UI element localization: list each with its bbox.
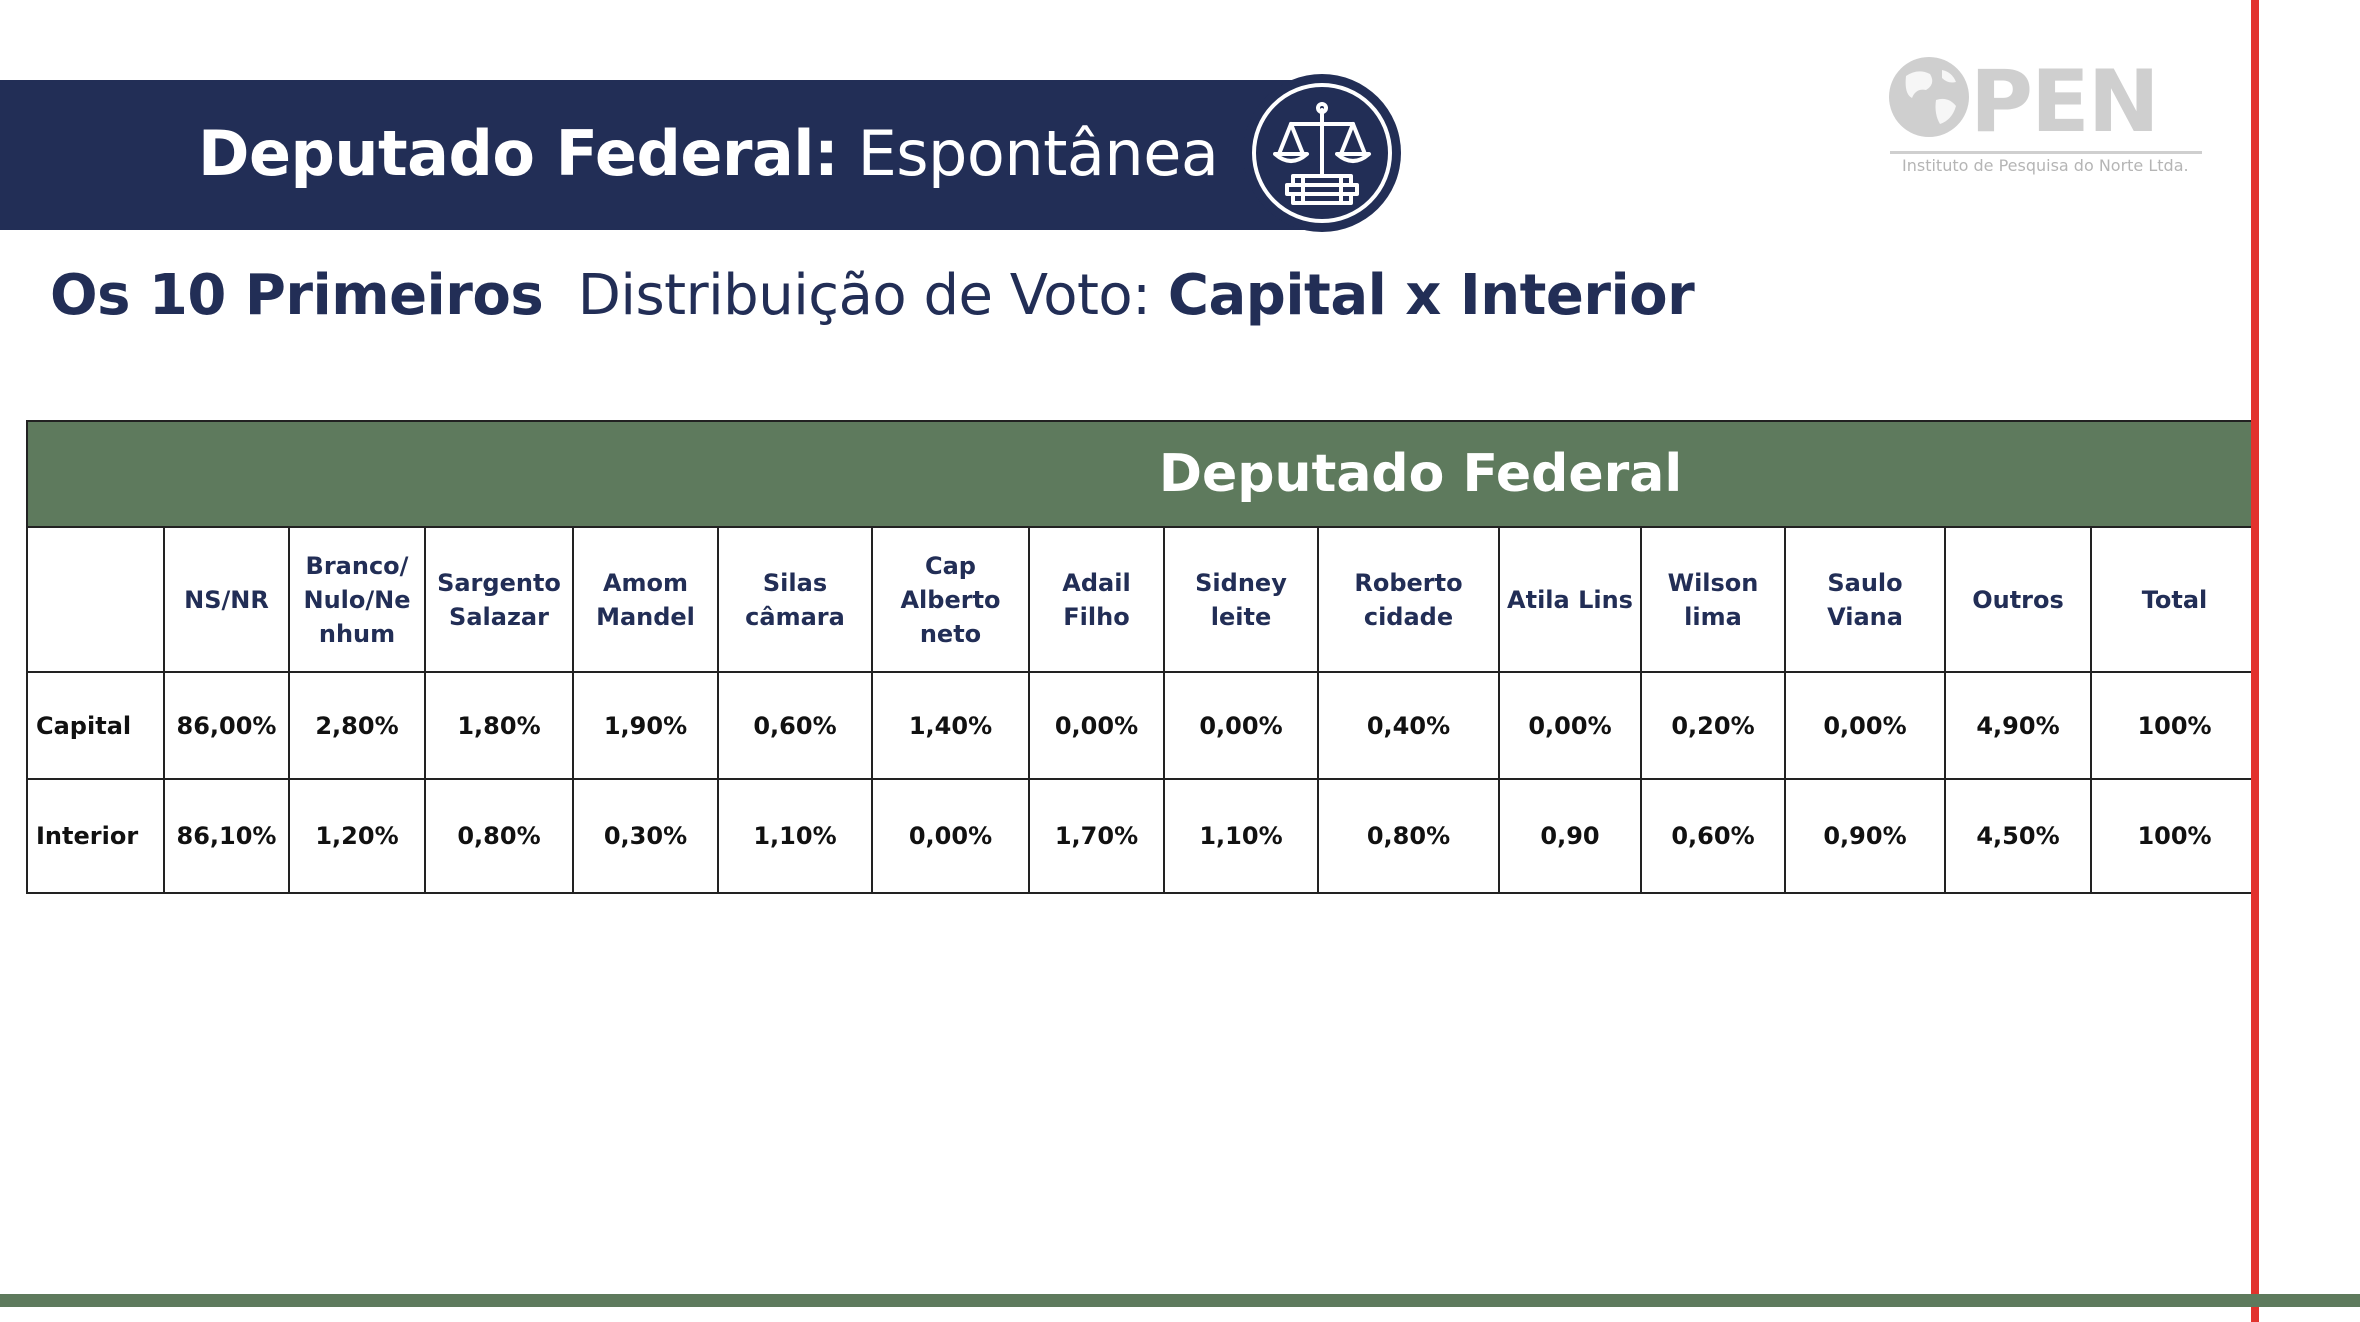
column-header: Saulo Viana: [1784, 526, 1946, 673]
column-header: Roberto cidade: [1317, 526, 1500, 673]
table-cell: 0,00%: [1163, 671, 1319, 780]
table-row-capital: Capital 86,00% 2,80% 1,80% 1,90% 0,60% 1…: [26, 671, 2260, 780]
scales-of-justice-icon: [1273, 102, 1371, 205]
table-cell: 0,90%: [1784, 778, 1946, 894]
page-title-light: Espontânea: [838, 117, 1219, 190]
logo-wordmark: PEN: [1970, 52, 2160, 152]
column-header: Atila Lins: [1498, 526, 1642, 673]
table-cell: 1,20%: [288, 778, 426, 894]
table-cell: 1,90%: [572, 671, 719, 780]
table-banner: Deputado Federal: [25, 420, 2260, 528]
column-header: Sidney leite: [1163, 526, 1319, 673]
table-cell: 1,10%: [1163, 778, 1319, 894]
column-header: Amom Mandel: [572, 526, 719, 673]
table-cell: 1,40%: [871, 671, 1030, 780]
subtitle-middle: Distribuição de Voto:: [577, 263, 1151, 328]
table-cell: 0,60%: [717, 671, 873, 780]
table-cell: 86,10%: [163, 778, 290, 894]
table-header-row: NS/NR Branco/ Nulo/Ne nhum Sargento Sala…: [26, 526, 2260, 673]
column-header: Sargento Salazar: [424, 526, 574, 673]
globe-icon: [1889, 57, 1969, 137]
title-band: [0, 80, 1325, 230]
column-header: Silas câmara: [717, 526, 873, 673]
table-cell: 2,80%: [288, 671, 426, 780]
table-cell: 4,50%: [1944, 778, 2092, 894]
table-cell: 1,10%: [717, 778, 873, 894]
row-label: Interior: [26, 778, 165, 894]
column-header: Cap Alberto neto: [871, 526, 1030, 673]
table-cell: 0,80%: [1317, 778, 1500, 894]
right-accent-line: [2251, 0, 2259, 1322]
table-cell: 0,80%: [424, 778, 574, 894]
table-cell: 0,40%: [1317, 671, 1500, 780]
subtitle-lead: Os 10 Primeiros: [50, 263, 544, 328]
table-cell: 4,90%: [1944, 671, 2092, 780]
table-cell: 0,00%: [1498, 671, 1642, 780]
results-table: Deputado Federal NS/NR Branco/ Nulo/Ne n…: [25, 420, 2260, 894]
page-title: Deputado Federal: Espontânea: [198, 104, 1219, 204]
logo-tagline: Instituto de Pesquisa do Norte Ltda.: [1902, 156, 2189, 175]
table-cell: 0,00%: [1028, 671, 1165, 780]
table-cell: 1,70%: [1028, 778, 1165, 894]
column-header-blank: [26, 526, 165, 673]
table-cell: 0,00%: [1784, 671, 1946, 780]
scales-of-justice-emblem: [1243, 74, 1401, 232]
column-header: NS/NR: [163, 526, 290, 673]
table-cell: 0,30%: [572, 778, 719, 894]
subtitle-tail: Capital x Interior: [1167, 263, 1695, 328]
column-header: Adail Filho: [1028, 526, 1165, 673]
logo-rule: [1890, 151, 2202, 154]
column-header: Total: [2089, 526, 2260, 673]
column-header: Branco/ Nulo/Ne nhum: [288, 526, 426, 673]
table-cell: 86,00%: [163, 671, 290, 780]
total-cell: 100%: [2089, 671, 2260, 780]
column-header: Wilson lima: [1640, 526, 1786, 673]
table-cell: 1,80%: [424, 671, 574, 780]
ipen-logo: PEN Instituto de Pesquisa do Norte Ltda.: [1886, 52, 2206, 184]
bottom-accent-line: [0, 1294, 2360, 1307]
table-banner-row: Deputado Federal: [25, 420, 2260, 528]
section-subtitle: Os 10 Primeiros Distribuição de Voto: Ca…: [50, 258, 1695, 334]
column-header: Outros: [1944, 526, 2092, 673]
table-cell: 0,60%: [1640, 778, 1786, 894]
row-label: Capital: [26, 671, 165, 780]
table-cell: 0,20%: [1640, 671, 1786, 780]
page-title-bold: Deputado Federal:: [198, 117, 839, 190]
table-row-interior: Interior 86,10% 1,20% 0,80% 0,30% 1,10% …: [26, 778, 2260, 894]
total-cell: 100%: [2089, 778, 2260, 894]
table-cell: 0,00%: [871, 778, 1030, 894]
table-cell: 0,90: [1498, 778, 1642, 894]
